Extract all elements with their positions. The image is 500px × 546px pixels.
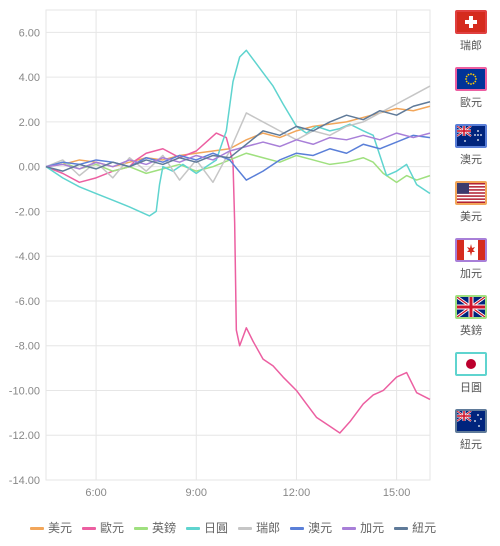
flag-label: 英鎊 bbox=[460, 322, 482, 338]
legend-item-cad[interactable]: 加元 bbox=[342, 519, 384, 536]
flag-item-jpy[interactable]: 日圓 bbox=[448, 352, 494, 395]
flag-label: 美元 bbox=[460, 208, 482, 224]
flag-item-eur[interactable]: 歐元 bbox=[448, 67, 494, 110]
y-tick-label: 4.00 bbox=[19, 72, 40, 84]
flag-label: 歐元 bbox=[460, 94, 482, 110]
legend-swatch bbox=[186, 527, 200, 530]
y-tick-label: 0.00 bbox=[19, 162, 40, 174]
legend-swatch bbox=[342, 527, 356, 530]
currency-line-chart: -14.00 -12.00 -10.00 -8.00 -6.00 -4.00 -2.00 0.… bbox=[0, 0, 440, 500]
flag-label: 紐元 bbox=[460, 436, 482, 452]
usd-flag-icon bbox=[455, 181, 487, 205]
legend-item-nzd[interactable]: 紐元 bbox=[394, 519, 436, 536]
x-tick-label: 15:00 bbox=[383, 487, 411, 499]
chf-flag-icon bbox=[455, 10, 487, 34]
flag-label: 日圓 bbox=[460, 379, 482, 395]
flag-label: 加元 bbox=[460, 265, 482, 281]
legend-item-chf[interactable]: 瑞郎 bbox=[238, 519, 280, 536]
nzd-flag-icon bbox=[455, 409, 487, 433]
legend-label: 美元 bbox=[48, 521, 72, 535]
x-tick-label: 9:00 bbox=[186, 487, 207, 499]
flag-item-nzd[interactable]: 紐元 bbox=[448, 409, 494, 452]
y-tick-label: -6.00 bbox=[15, 296, 40, 308]
flag-item-cad[interactable]: 加元 bbox=[448, 238, 494, 281]
legend-label: 歐元 bbox=[100, 521, 124, 535]
legend-label: 紐元 bbox=[412, 521, 436, 535]
y-tick-label: -8.00 bbox=[15, 341, 40, 353]
chart-legend: 美元 歐元 英鎊 日圓 瑞郎 澳元 加元 紐元 bbox=[30, 519, 446, 536]
legend-label: 瑞郎 bbox=[256, 521, 280, 535]
y-tick-label: 6.00 bbox=[19, 27, 40, 39]
legend-item-usd[interactable]: 美元 bbox=[30, 519, 72, 536]
y-tick-label: 2.00 bbox=[19, 117, 40, 129]
legend-swatch bbox=[82, 527, 96, 530]
y-tick-label: -14.00 bbox=[9, 475, 40, 487]
y-tick-label: -12.00 bbox=[9, 430, 40, 442]
flag-label: 瑞郎 bbox=[460, 37, 482, 53]
legend-swatch bbox=[134, 527, 148, 530]
flag-item-usd[interactable]: 美元 bbox=[448, 181, 494, 224]
legend-swatch bbox=[30, 527, 44, 530]
legend-item-jpy[interactable]: 日圓 bbox=[186, 519, 228, 536]
flag-item-chf[interactable]: 瑞郎 bbox=[448, 10, 494, 53]
y-tick-label: -4.00 bbox=[15, 251, 40, 263]
legend-swatch bbox=[290, 527, 304, 530]
legend-swatch bbox=[394, 527, 408, 530]
legend-label: 英鎊 bbox=[152, 521, 176, 535]
y-tick-label: -10.00 bbox=[9, 385, 40, 397]
flag-item-gbp[interactable]: 英鎊 bbox=[448, 295, 494, 338]
gbp-flag-icon bbox=[455, 295, 487, 319]
x-tick-label: 6:00 bbox=[85, 487, 106, 499]
flag-label: 澳元 bbox=[460, 151, 482, 167]
aud-flag-icon bbox=[455, 124, 487, 148]
legend-item-aud[interactable]: 澳元 bbox=[290, 519, 332, 536]
jpy-flag-icon bbox=[455, 352, 487, 376]
legend-label: 澳元 bbox=[308, 521, 332, 535]
cad-flag-icon bbox=[455, 238, 487, 262]
legend-label: 日圓 bbox=[204, 521, 228, 535]
flag-item-aud[interactable]: 澳元 bbox=[448, 124, 494, 167]
x-tick-label: 12:00 bbox=[283, 487, 311, 499]
legend-swatch bbox=[238, 527, 252, 530]
y-tick-label: -2.00 bbox=[15, 206, 40, 218]
legend-item-gbp[interactable]: 英鎊 bbox=[134, 519, 176, 536]
legend-label: 加元 bbox=[360, 521, 384, 535]
flag-sidebar: 瑞郎歐元澳元美元加元英鎊日圓紐元 bbox=[448, 10, 494, 466]
legend-item-eur[interactable]: 歐元 bbox=[82, 519, 124, 536]
eur-flag-icon bbox=[455, 67, 487, 91]
